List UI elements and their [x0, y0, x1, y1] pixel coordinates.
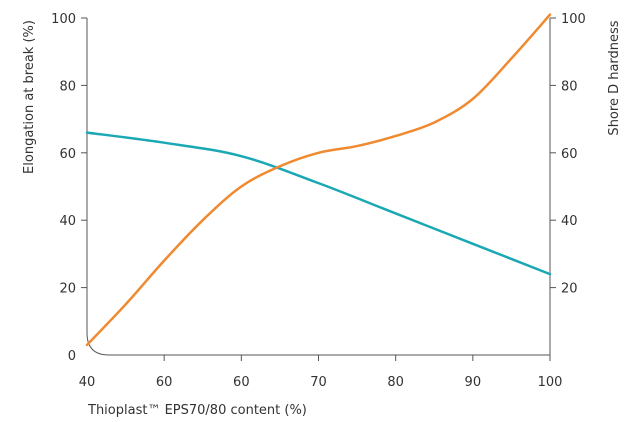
x-tick-label: 90: [465, 375, 482, 390]
right-tick-label: 40: [561, 214, 578, 229]
left-tick-label: 0: [68, 349, 76, 364]
series-lines: [85, 13, 552, 347]
right-tick-label: 100: [561, 12, 586, 27]
shore-d-hardness-line: [85, 13, 552, 347]
right-axis-title: Shore D hardness: [607, 20, 622, 135]
left-axis-title: Elongation at break (%): [22, 20, 37, 174]
left-tick-label: 60: [59, 147, 76, 162]
axes: [86, 18, 551, 356]
x-tick-label: 60: [156, 375, 173, 390]
x-axis-ticks: 40 60 60 70 80 90 100: [79, 355, 563, 390]
right-axis-ticks: 20 40 60 80 100: [550, 12, 586, 297]
x-tick-label: 60: [233, 375, 250, 390]
x-tick-label: 100: [538, 375, 563, 390]
left-tick-label: 20: [59, 282, 76, 297]
left-tick-label: 100: [51, 12, 76, 27]
left-tick-label: 80: [59, 79, 76, 94]
right-tick-label: 80: [561, 79, 578, 94]
left-tick-label: 40: [59, 214, 76, 229]
elongation-at-break-line: [85, 131, 552, 276]
x-tick-label: 80: [387, 375, 404, 390]
left-axis-and-baseline: [86, 18, 550, 356]
x-tick-label: 70: [310, 375, 327, 390]
right-tick-label: 60: [561, 147, 578, 162]
x-axis-title: Thioplast™ EPS70/80 content (%): [87, 403, 307, 418]
left-axis-ticks: 0 20 40 60 80 100: [51, 12, 87, 364]
x-tick-label: 40: [79, 375, 96, 390]
right-tick-label: 20: [561, 282, 578, 297]
